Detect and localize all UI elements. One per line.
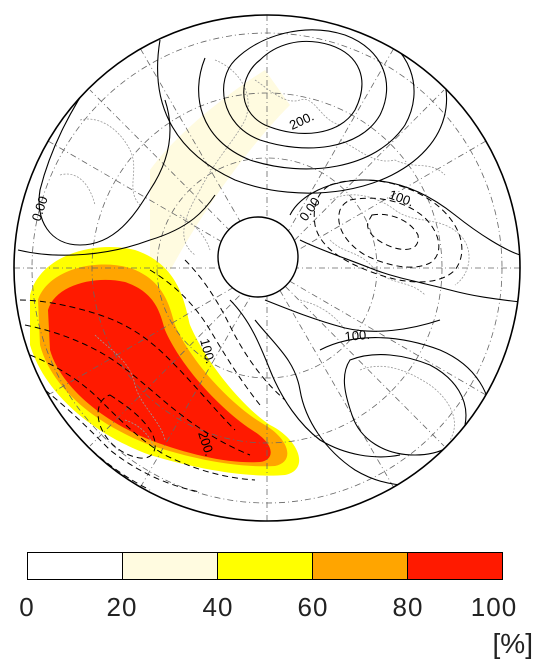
colorbar-segment-0-20	[28, 553, 123, 579]
shading-20-40	[150, 70, 290, 310]
coastlines	[59, 59, 470, 451]
colorbar-segment-40-60	[218, 553, 313, 579]
colorbar-tick-100: 100	[470, 592, 518, 622]
contour-label-200-southwest: 200.	[195, 429, 217, 458]
contour-label-0-east: 0.00	[296, 194, 323, 223]
contour-label-200-north: 200.	[287, 108, 316, 132]
polar-map: 200. 0.00 0.00 100. 100. 100. 200.	[13, 14, 521, 522]
colorbar-segment-80-100	[408, 553, 502, 579]
colorbar-tick-20: 20	[106, 592, 138, 622]
map-border	[13, 14, 521, 522]
colorbar-unit: [%]	[492, 628, 533, 659]
colorbar-tick-40: 40	[202, 592, 234, 622]
contour-label-0-west: 0.00	[29, 194, 51, 223]
solid-contours	[17, 27, 520, 486]
contour-label-100-east: 100.	[344, 327, 371, 344]
colorbar	[27, 552, 503, 580]
colorbar-segment-20-40	[123, 553, 218, 579]
colorbar-tick-80: 80	[392, 592, 424, 622]
contour-label-100-west: 100.	[197, 337, 218, 365]
colorbar-tick-60: 60	[297, 592, 329, 622]
shading-80-100	[48, 279, 271, 463]
pole-mask	[217, 216, 299, 298]
colorbar-segment-60-80	[313, 553, 408, 579]
colorbar-tick-0: 0	[19, 592, 35, 622]
